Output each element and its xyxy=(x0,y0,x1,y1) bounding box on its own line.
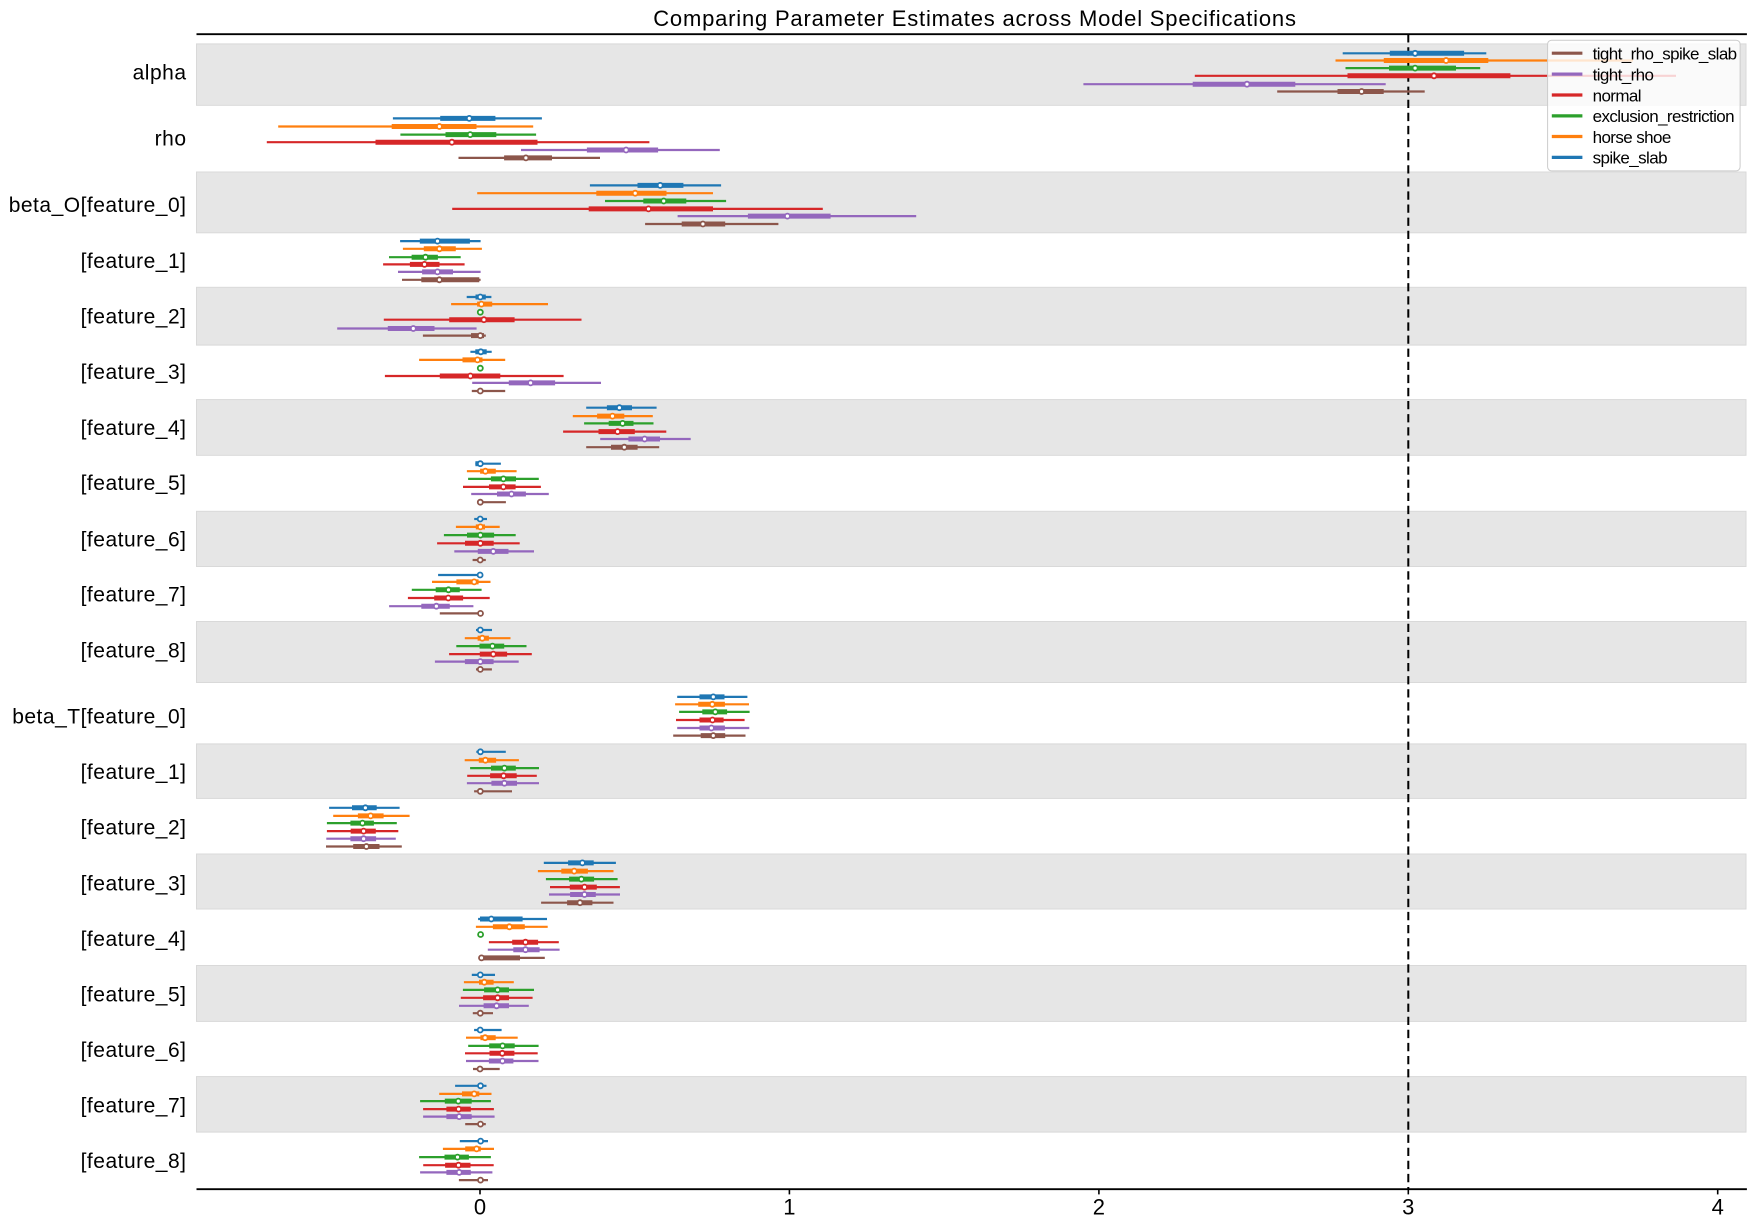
svg-text:rho: rho xyxy=(155,128,187,151)
svg-text:alpha: alpha xyxy=(133,62,187,85)
svg-text:[feature_3]: [feature_3] xyxy=(81,872,187,895)
svg-text:1: 1 xyxy=(783,1195,795,1220)
svg-text:[feature_2]: [feature_2] xyxy=(81,817,187,840)
svg-text:[feature_7]: [feature_7] xyxy=(81,584,187,607)
svg-text:2: 2 xyxy=(1093,1195,1105,1220)
svg-text:[feature_7]: [feature_7] xyxy=(81,1095,187,1118)
svg-text:[feature_2]: [feature_2] xyxy=(81,306,187,329)
svg-text:0: 0 xyxy=(474,1195,486,1220)
svg-text:exclusion_restriction: exclusion_restriction xyxy=(1593,107,1735,126)
svg-text:[feature_3]: [feature_3] xyxy=(81,361,187,384)
svg-text:beta_O[feature_0]: beta_O[feature_0] xyxy=(9,194,187,217)
svg-text:[feature_6]: [feature_6] xyxy=(81,529,187,552)
svg-text:[feature_4]: [feature_4] xyxy=(81,417,187,440)
svg-text:[feature_5]: [feature_5] xyxy=(81,983,187,1006)
svg-text:tight_rho_spike_slab: tight_rho_spike_slab xyxy=(1593,45,1737,64)
svg-text:horse shoe: horse shoe xyxy=(1593,128,1671,147)
svg-text:normal: normal xyxy=(1593,86,1641,105)
svg-text:4: 4 xyxy=(1712,1195,1724,1220)
svg-text:spike_slab: spike_slab xyxy=(1593,149,1667,168)
svg-text:[feature_6]: [feature_6] xyxy=(81,1039,187,1062)
svg-text:tight_rho: tight_rho xyxy=(1593,65,1654,84)
svg-text:[feature_1]: [feature_1] xyxy=(81,250,187,273)
svg-text:[feature_8]: [feature_8] xyxy=(81,639,187,662)
svg-text:3: 3 xyxy=(1402,1195,1414,1220)
svg-text:[feature_8]: [feature_8] xyxy=(81,1150,187,1173)
svg-text:Comparing Parameter Estimates: Comparing Parameter Estimates across Mod… xyxy=(653,6,1297,31)
svg-text:[feature_1]: [feature_1] xyxy=(81,761,187,784)
svg-text:[feature_4]: [feature_4] xyxy=(81,928,187,951)
svg-text:beta_T[feature_0]: beta_T[feature_0] xyxy=(12,706,186,729)
svg-text:[feature_5]: [feature_5] xyxy=(81,472,187,495)
